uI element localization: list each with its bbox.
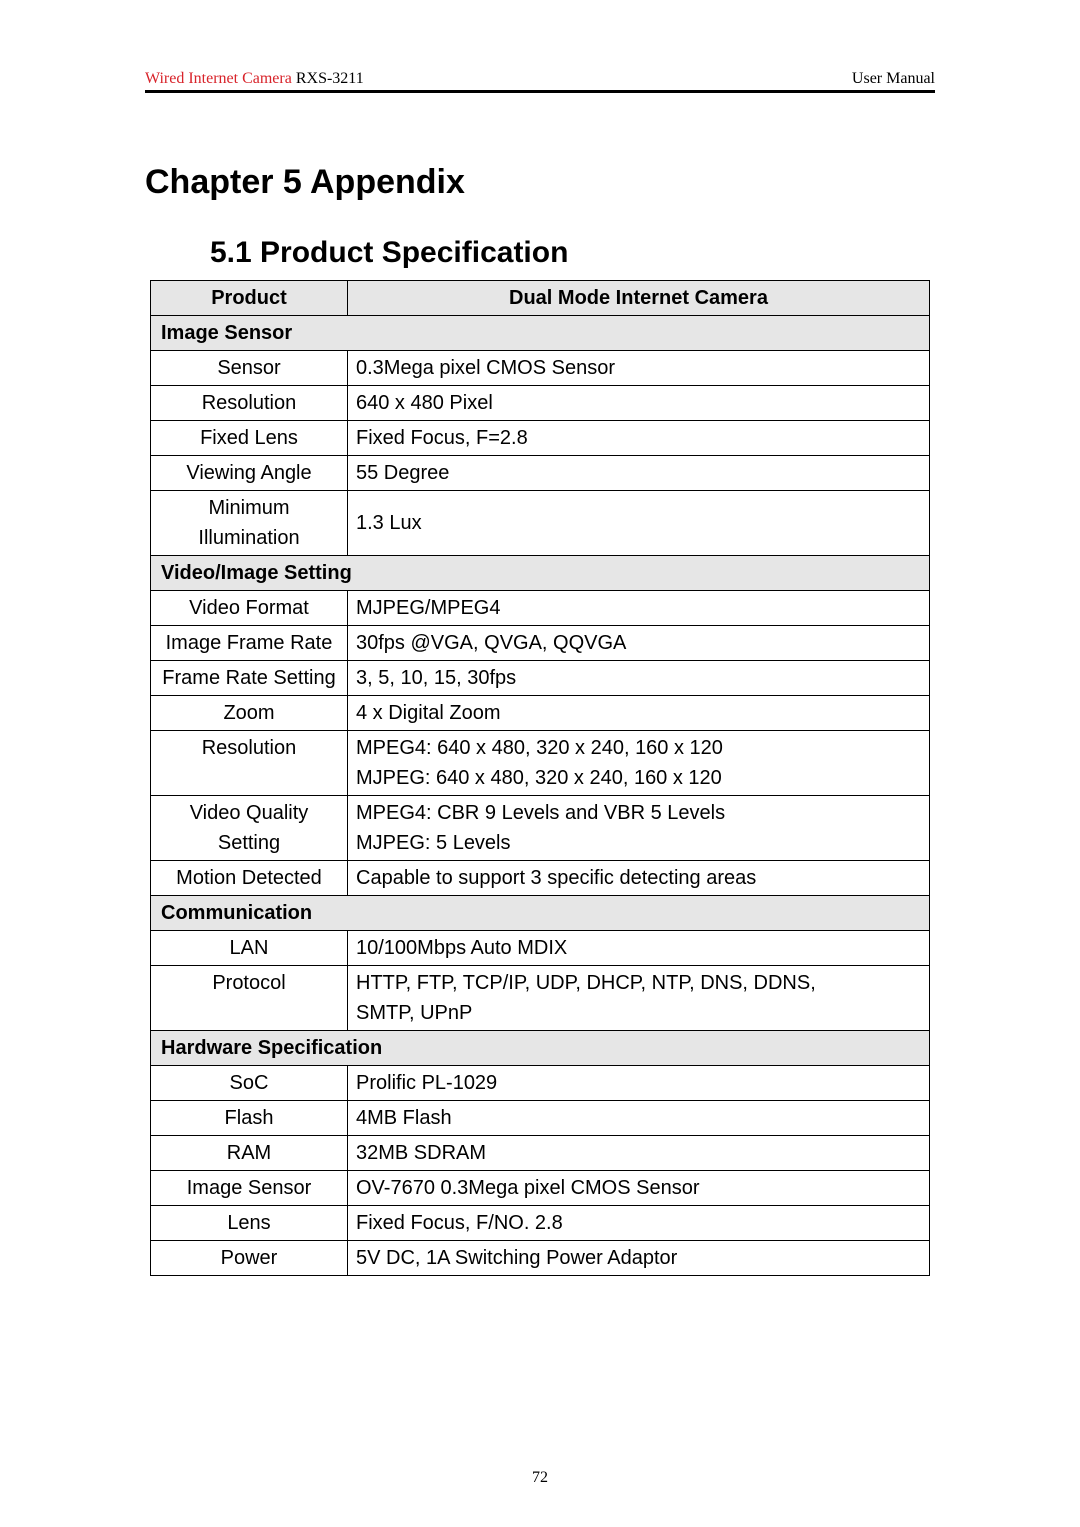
row-label: Video Quality Setting xyxy=(151,796,348,861)
row-value: OV-7670 0.3Mega pixel CMOS Sensor xyxy=(348,1171,930,1206)
model-number: RXS-3211 xyxy=(292,70,364,87)
row-value: MPEG4: CBR 9 Levels and VBR 5 Levels MJP… xyxy=(348,796,930,861)
row-label: Flash xyxy=(151,1101,348,1136)
row-label: Motion Detected xyxy=(151,861,348,896)
row-label: RAM xyxy=(151,1136,348,1171)
row-value: Capable to support 3 specific detecting … xyxy=(348,861,930,896)
row-label: Viewing Angle xyxy=(151,456,348,491)
table-row: Lens Fixed Focus, F/NO. 2.8 xyxy=(151,1206,930,1241)
table-header-label: Product xyxy=(151,281,348,316)
section-title-cell: Communication xyxy=(151,896,930,931)
table-row: Viewing Angle 55 Degree xyxy=(151,456,930,491)
page: Wired Internet Camera RXS-3211 User Manu… xyxy=(0,0,1080,1527)
spec-table: Product Dual Mode Internet Camera Image … xyxy=(150,280,930,1276)
row-label: Power xyxy=(151,1241,348,1276)
table-row: Video Quality Setting MPEG4: CBR 9 Level… xyxy=(151,796,930,861)
row-value: Prolific PL-1029 xyxy=(348,1066,930,1101)
table-header-row: Product Dual Mode Internet Camera xyxy=(151,281,930,316)
table-row: Fixed Lens Fixed Focus, F=2.8 xyxy=(151,421,930,456)
row-value: 32MB SDRAM xyxy=(348,1136,930,1171)
section-title-cell: Video/Image Setting xyxy=(151,556,930,591)
row-label: Resolution xyxy=(151,731,348,796)
row-value: MPEG4: 640 x 480, 320 x 240, 160 x 120 M… xyxy=(348,731,930,796)
row-value: 4 x Digital Zoom xyxy=(348,696,930,731)
row-value: 55 Degree xyxy=(348,456,930,491)
table-row: Minimum Illumination 1.3 Lux xyxy=(151,491,930,556)
page-header: Wired Internet Camera RXS-3211 User Manu… xyxy=(145,70,935,93)
row-value: 0.3Mega pixel CMOS Sensor xyxy=(348,351,930,386)
row-label: Sensor xyxy=(151,351,348,386)
row-value: HTTP, FTP, TCP/IP, UDP, DHCP, NTP, DNS, … xyxy=(348,966,930,1031)
row-label: SoC xyxy=(151,1066,348,1101)
row-value: 1.3 Lux xyxy=(348,491,930,556)
section-row: Video/Image Setting xyxy=(151,556,930,591)
table-row: Resolution MPEG4: 640 x 480, 320 x 240, … xyxy=(151,731,930,796)
section-row: Hardware Specification xyxy=(151,1031,930,1066)
row-label: Image Sensor xyxy=(151,1171,348,1206)
table-row: Motion Detected Capable to support 3 spe… xyxy=(151,861,930,896)
chapter-title: Chapter 5 Appendix xyxy=(145,163,935,202)
value-line: MJPEG: 640 x 480, 320 x 240, 160 x 120 xyxy=(356,767,722,789)
header-right: User Manual xyxy=(852,70,935,88)
table-row: Frame Rate Setting 3, 5, 10, 15, 30fps xyxy=(151,661,930,696)
product-name: Wired Internet Camera xyxy=(145,70,292,87)
row-value: 5V DC, 1A Switching Power Adaptor xyxy=(348,1241,930,1276)
row-value: 3, 5, 10, 15, 30fps xyxy=(348,661,930,696)
row-value: MJPEG/MPEG4 xyxy=(348,591,930,626)
table-row: Sensor 0.3Mega pixel CMOS Sensor xyxy=(151,351,930,386)
section-title-cell: Image Sensor xyxy=(151,316,930,351)
row-label: Image Frame Rate xyxy=(151,626,348,661)
label-line: Minimum Illumination xyxy=(198,497,299,549)
table-row: Resolution 640 x 480 Pixel xyxy=(151,386,930,421)
table-row: Zoom 4 x Digital Zoom xyxy=(151,696,930,731)
table-row: Image Sensor OV-7670 0.3Mega pixel CMOS … xyxy=(151,1171,930,1206)
value-line: SMTP, UPnP xyxy=(356,1002,472,1024)
table-row: SoC Prolific PL-1029 xyxy=(151,1066,930,1101)
row-label: Resolution xyxy=(151,386,348,421)
row-value: 30fps @VGA, QVGA, QQVGA xyxy=(348,626,930,661)
value-line: MPEG4: 640 x 480, 320 x 240, 160 x 120 xyxy=(356,737,723,759)
row-label: Video Format xyxy=(151,591,348,626)
section-row: Image Sensor xyxy=(151,316,930,351)
row-label: Zoom xyxy=(151,696,348,731)
table-row: Video Format MJPEG/MPEG4 xyxy=(151,591,930,626)
table-row: Protocol HTTP, FTP, TCP/IP, UDP, DHCP, N… xyxy=(151,966,930,1031)
table-row: LAN 10/100Mbps Auto MDIX xyxy=(151,931,930,966)
value-line: MPEG4: CBR 9 Levels and VBR 5 Levels xyxy=(356,802,725,824)
row-value: Fixed Focus, F/NO. 2.8 xyxy=(348,1206,930,1241)
row-value: 10/100Mbps Auto MDIX xyxy=(348,931,930,966)
row-label: Minimum Illumination xyxy=(151,491,348,556)
row-value: Fixed Focus, F=2.8 xyxy=(348,421,930,456)
row-label: Lens xyxy=(151,1206,348,1241)
table-header-value: Dual Mode Internet Camera xyxy=(348,281,930,316)
table-row: RAM 32MB SDRAM xyxy=(151,1136,930,1171)
page-number: 72 xyxy=(0,1469,1080,1487)
row-label: LAN xyxy=(151,931,348,966)
table-row: Flash 4MB Flash xyxy=(151,1101,930,1136)
value-line: MJPEG: 5 Levels xyxy=(356,832,511,854)
row-label: Frame Rate Setting xyxy=(151,661,348,696)
row-label: Protocol xyxy=(151,966,348,1031)
row-value: 640 x 480 Pixel xyxy=(348,386,930,421)
section-title-cell: Hardware Specification xyxy=(151,1031,930,1066)
value-line: HTTP, FTP, TCP/IP, UDP, DHCP, NTP, DNS, … xyxy=(356,972,816,994)
table-row: Power 5V DC, 1A Switching Power Adaptor xyxy=(151,1241,930,1276)
header-left: Wired Internet Camera RXS-3211 xyxy=(145,70,364,88)
section-row: Communication xyxy=(151,896,930,931)
section-title: 5.1 Product Specification xyxy=(210,236,935,270)
table-row: Image Frame Rate 30fps @VGA, QVGA, QQVGA xyxy=(151,626,930,661)
row-label: Fixed Lens xyxy=(151,421,348,456)
row-value: 4MB Flash xyxy=(348,1101,930,1136)
